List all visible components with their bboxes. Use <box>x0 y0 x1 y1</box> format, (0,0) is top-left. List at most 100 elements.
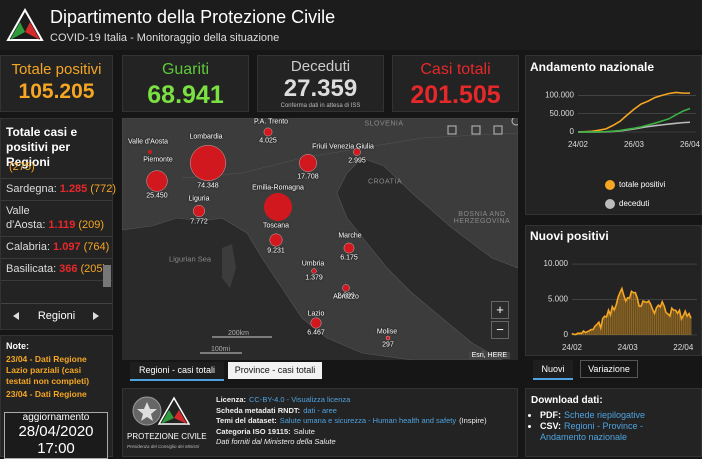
region-name: Marche <box>338 232 362 240</box>
logo-subtext: Presidenza del Consiglio dei Ministri <box>127 444 200 449</box>
region-name: Valle d'Aosta: <box>6 205 46 231</box>
download-link[interactable]: Regioni - Province - Andamento nazionale <box>540 421 644 442</box>
place-label: Ligurian Sea <box>168 254 212 264</box>
region-bubble[interactable] <box>190 145 226 181</box>
map[interactable]: Valle d'Aosta 74.348 Lombardia 25.450 Piemon… <box>122 118 518 360</box>
region-name: Calabria: <box>6 241 51 253</box>
region-positive: (205) <box>80 263 107 275</box>
region-value: 74.348 <box>197 182 219 190</box>
update-time: 17:00 <box>37 440 75 457</box>
region-value: 2.899 <box>337 292 355 300</box>
region-value: 25.450 <box>146 192 168 200</box>
info-key: Scheda metadati RNDT: <box>216 405 301 415</box>
stat-label: Totale positivi <box>11 61 102 78</box>
region-bubble[interactable] <box>342 284 350 292</box>
header: Dipartimento della Protezione Civile COV… <box>0 0 702 50</box>
nav-label: Regioni <box>37 310 76 322</box>
stat-box: Deceduti 27.359 Conferma dati in attesa … <box>257 55 384 112</box>
info-line: Scheda metadati RNDT: dati - aree <box>216 406 487 417</box>
region-name: Liguria <box>188 195 210 203</box>
region-name: Friuli Venezia Giulia <box>312 143 374 151</box>
info-line: Temi del dataset: Salute umana e sicurezz… <box>216 416 487 427</box>
region-total: 1.119 <box>48 219 76 231</box>
info-suffix: (Inspire) <box>459 416 487 425</box>
map-toolbar[interactable] <box>447 118 518 135</box>
stat-label: Guariti <box>161 61 210 78</box>
region-bubble[interactable] <box>385 335 391 341</box>
notes-title: Note: <box>6 341 29 351</box>
info-value[interactable]: CC-BY-4.0 - Visualizza licenza <box>249 395 351 404</box>
download-list: PDF:Schede riepilogativeCSV:Regioni - Pr… <box>526 410 701 443</box>
nav-next[interactable] <box>93 312 99 320</box>
region-bubble[interactable] <box>264 193 292 221</box>
download-item: PDF:Schede riepilogative <box>540 410 690 421</box>
nav-prev[interactable] <box>13 312 19 320</box>
region-name: Basilicata: <box>6 263 57 275</box>
region-value: 4.025 <box>259 137 277 145</box>
zoom-button[interactable]: − <box>491 321 509 339</box>
info-lines: Licenza: CC-BY-4.0 - Visualizza licenza Sc… <box>216 395 487 448</box>
region-value: 6.175 <box>340 254 358 262</box>
update-date: 28/04/2020 <box>18 423 94 440</box>
region-value: 1.379 <box>305 274 323 282</box>
map-tab[interactable]: Province - casi totali <box>228 362 322 379</box>
region-bubble[interactable] <box>146 170 168 192</box>
map-canvas <box>122 118 518 360</box>
region-bubble[interactable] <box>263 127 273 137</box>
region-bubble[interactable] <box>310 317 322 329</box>
region-name: Abruzzo <box>333 293 359 301</box>
region-name: Lazio <box>307 310 325 318</box>
stat-box: Totale positivi 105.205 <box>0 55 113 112</box>
info-value[interactable]: dati - aree <box>303 405 337 415</box>
region-name: Sardegna: <box>6 183 57 195</box>
region-bubble[interactable] <box>353 148 361 156</box>
chart-tab[interactable]: Nuovi <box>533 360 573 380</box>
place-label: BOSNIA AND HERZEGOVINA <box>453 211 511 225</box>
info-line: Dati forniti dal Ministero della Salute <box>216 437 487 448</box>
region-value: 2.995 <box>348 157 366 165</box>
header-subtitle: COVID-19 Italia - Monitoraggio della sit… <box>50 32 280 44</box>
info-panel: PROTEZIONE CIVILE Presidenza del Consigl… <box>122 388 518 457</box>
zoom-button[interactable]: + <box>491 301 509 319</box>
regions-panel: Totale casi e positivi per Regioni (275)… <box>0 118 116 330</box>
region-positive: (209) <box>78 219 105 231</box>
chart-panel <box>525 55 702 215</box>
download-link[interactable]: Schede riepilogative <box>564 410 646 420</box>
info-key: Temi del dataset: <box>216 416 277 425</box>
chart-tab[interactable]: Variazione <box>580 360 638 378</box>
region-name: Piemonte <box>143 156 173 164</box>
emblem <box>132 396 191 426</box>
note: 23/04 - Dati Regione Lazio parziali (cas… <box>6 354 90 386</box>
region-item: Sardegna: 1.285 (772) <box>1 179 116 201</box>
region-bubble[interactable] <box>269 233 283 247</box>
region-bubble[interactable] <box>299 154 317 172</box>
region-bubble[interactable] <box>311 268 317 274</box>
region-item: Calabria: 1.097 (764) <box>1 237 112 259</box>
region-total: 1.097 <box>53 241 81 253</box>
panel-title: Totale casi e positivi per Regioni <box>6 125 78 169</box>
region-item: (275) <box>1 157 112 179</box>
info-value: Salute <box>293 426 315 436</box>
place-label: SLOVENIA <box>364 120 404 128</box>
download-title: Download dati: <box>531 395 603 406</box>
region-total: 366 <box>59 263 78 275</box>
logo <box>6 8 44 41</box>
region-bubble[interactable] <box>343 242 355 254</box>
region-name: Molise <box>376 328 398 336</box>
region-bubble[interactable] <box>148 150 152 154</box>
map-tab[interactable]: Regioni - casi totali <box>130 362 224 381</box>
download-panel: Download dati: PDF:Schede riepilogativeC… <box>525 388 702 457</box>
region-nav: Regioni <box>1 303 112 328</box>
region-name: Toscana <box>262 222 290 230</box>
region-positive: (275) <box>9 161 35 173</box>
region-value: 17.708 <box>297 173 319 181</box>
region-total: 1.285 <box>59 183 88 195</box>
stat-box: Guariti 68.941 <box>122 55 249 112</box>
region-value: 6.467 <box>307 329 325 337</box>
region-bubble[interactable] <box>193 205 205 217</box>
region-name: Valle d'Aosta <box>127 138 169 146</box>
info-value[interactable]: Salute umana e sicurezza - Human health … <box>279 416 457 425</box>
attribution: Esri, HERE <box>468 352 510 359</box>
region-name: Emilia-Romagna <box>252 184 304 192</box>
notes-list: 23/04 - Dati Regione Lazio parziali (cas… <box>1 354 112 400</box>
